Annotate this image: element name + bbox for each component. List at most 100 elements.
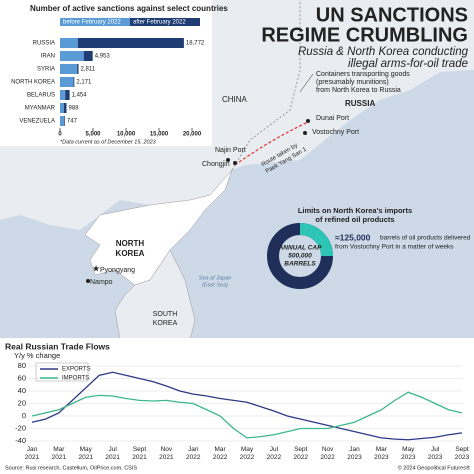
category-label: SYRIA bbox=[37, 67, 55, 73]
donut-title: Limits on North Korea's imports bbox=[298, 206, 412, 215]
donut-center: ANNUAL CAP bbox=[278, 245, 323, 252]
bar bbox=[77, 38, 184, 48]
x-tick-label: Mar 2021 bbox=[52, 446, 67, 461]
x-tick-label: 10,000 bbox=[117, 132, 136, 138]
bar-title: Number of active sanctions against selec… bbox=[30, 4, 228, 13]
line-series bbox=[31, 371, 463, 441]
y-tick-label: -40 bbox=[15, 436, 26, 445]
map-label: NORTH bbox=[116, 239, 145, 248]
place-dot bbox=[86, 279, 90, 283]
x-tick-label: Jul 2022 bbox=[267, 446, 282, 461]
map-label: Dunai Port bbox=[316, 115, 349, 122]
y-tick-label: 60 bbox=[18, 373, 26, 382]
bar bbox=[60, 77, 74, 87]
x-tick-label: Mar 2023 bbox=[374, 446, 389, 461]
total-label: 2,811 bbox=[81, 67, 96, 73]
copyright: © 2024 Geopolitical Futures® bbox=[398, 464, 470, 471]
place-dot bbox=[233, 161, 237, 165]
donut-center: 500,000 bbox=[288, 253, 312, 260]
map-label: KOREA bbox=[153, 320, 178, 327]
donut-title: of refined oil products bbox=[315, 215, 394, 224]
bar bbox=[60, 116, 65, 126]
line-series bbox=[31, 391, 463, 439]
y-tick-label: 20 bbox=[18, 398, 26, 407]
category-label: VENEZUELA bbox=[19, 119, 55, 125]
bar bbox=[73, 77, 75, 87]
map-label: RUSSIA bbox=[345, 99, 375, 108]
map-label: Pyongyang bbox=[100, 267, 135, 274]
map-label: Najin Port bbox=[215, 147, 246, 154]
y-tick-label: 40 bbox=[18, 386, 26, 395]
x-tick-label: Jan 2022 bbox=[186, 446, 201, 461]
total-label: 4,953 bbox=[95, 54, 111, 60]
x-tick-label: 5,000 bbox=[85, 132, 101, 138]
bar bbox=[60, 64, 78, 74]
y-tick-label: 0 bbox=[22, 411, 26, 420]
map-label: SOUTH bbox=[153, 311, 178, 318]
route bbox=[234, 121, 309, 166]
donut-arc bbox=[299, 223, 333, 257]
map-label: KOREA bbox=[116, 249, 145, 258]
x-tick-label: Jan 2023 bbox=[347, 446, 362, 461]
category-label: MYANMAR bbox=[25, 106, 56, 112]
map-label: Nampo bbox=[90, 279, 113, 286]
total-label: 988 bbox=[69, 106, 80, 112]
y-tick-label: 80 bbox=[18, 361, 26, 370]
x-tick-label: Jul 2023 bbox=[428, 446, 443, 461]
x-tick-label: Jan 2021 bbox=[25, 446, 40, 461]
map-label: (East Sea) bbox=[202, 282, 228, 288]
donut-center: BARRELS bbox=[284, 261, 316, 268]
place-dot bbox=[303, 131, 307, 135]
bar bbox=[64, 116, 65, 126]
bar bbox=[60, 51, 84, 61]
bar bbox=[77, 64, 79, 74]
x-tick-label: 20,000 bbox=[183, 132, 202, 138]
map-note: from North Korea to Russia bbox=[316, 87, 401, 94]
map-label: CHINA bbox=[222, 95, 248, 104]
map-note: Containers transporting goods bbox=[316, 71, 410, 78]
bar bbox=[83, 51, 93, 61]
category-label: RUSSIA bbox=[33, 41, 55, 47]
x-tick-label: Jul 2021 bbox=[105, 446, 120, 461]
y-tick-label: -20 bbox=[15, 423, 26, 432]
x-tick-label: Mar 2022 bbox=[213, 446, 228, 461]
place-dot bbox=[306, 119, 310, 123]
leader bbox=[299, 73, 314, 93]
legend-swatch bbox=[130, 18, 200, 26]
category-label: IRAN bbox=[41, 54, 55, 60]
subtitle: illegal arms-for-oil trade bbox=[348, 58, 468, 70]
line-panel bbox=[0, 338, 474, 474]
legend-label: after February 2022 bbox=[133, 20, 186, 26]
x-tick-label: 15,000 bbox=[150, 132, 169, 138]
bar bbox=[60, 90, 66, 100]
legend-label: before February 2022 bbox=[63, 20, 121, 26]
line-subtitle: Y/y % change bbox=[14, 351, 60, 360]
legend-label: IMPORTS bbox=[62, 376, 89, 382]
map-label: Sea of Japan bbox=[199, 275, 231, 281]
delivered: ≈125,000 bbox=[335, 232, 371, 242]
legend-swatch bbox=[60, 18, 130, 26]
x-tick-label: May 2023 bbox=[401, 446, 416, 461]
x-tick-label: May 2022 bbox=[240, 446, 255, 461]
bar bbox=[60, 38, 78, 48]
category-label: NORTH KOREA bbox=[11, 80, 55, 86]
map-label: Vostochny Port bbox=[312, 129, 359, 136]
total-label: 747 bbox=[67, 119, 78, 125]
bar bbox=[65, 90, 70, 100]
line-title: Real Russian Trade Flows bbox=[5, 341, 110, 351]
total-label: 18,772 bbox=[186, 41, 205, 47]
x-tick-label: Sept 2021 bbox=[132, 446, 147, 461]
legend-box bbox=[35, 362, 89, 382]
donut-text: from Vostochny Port in a matter of weeks bbox=[335, 244, 454, 251]
bar bbox=[60, 103, 64, 113]
footnote: *Data current as of December 15, 2023 bbox=[60, 139, 157, 145]
title: REGIME CRUMBLING bbox=[261, 24, 468, 46]
total-label: 2,171 bbox=[76, 80, 92, 86]
category-label: BELARUS bbox=[27, 93, 55, 99]
x-tick-label: Sept 2023 bbox=[455, 446, 470, 461]
bar bbox=[63, 103, 67, 113]
x-tick-label: Sept 2022 bbox=[294, 446, 309, 461]
capital-star: ★ bbox=[92, 263, 100, 273]
title: UN SANCTIONS bbox=[316, 4, 468, 26]
